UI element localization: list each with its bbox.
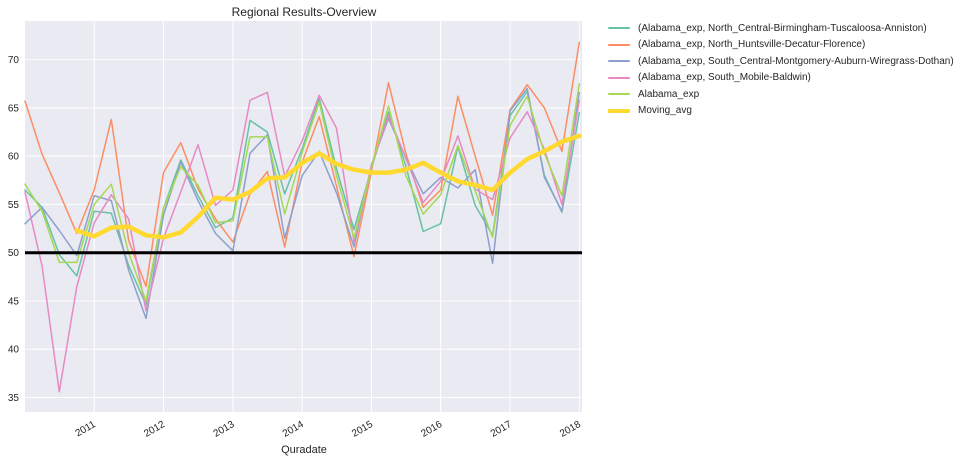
legend-item-4: (Alabama_exp, South_Mobile-Baldwin)	[608, 70, 963, 87]
grid-lines	[25, 21, 582, 412]
x-tick-label: 2013	[212, 419, 237, 440]
x-tick-label: 2016	[419, 419, 444, 440]
y-tick-label: 65	[8, 103, 20, 114]
x-tick-label: 2011	[74, 419, 99, 439]
legend-swatch	[608, 93, 630, 96]
plot-area	[25, 21, 582, 412]
y-tick-labels: 35 40 45 50 55 60 65 70	[8, 55, 20, 404]
legend-item-5: Alabama_exp	[608, 86, 963, 103]
x-tick-label: 2018	[558, 419, 583, 440]
series-line-1	[24, 90, 581, 306]
y-tick-label: 45	[8, 296, 20, 307]
legend-label: (Alabama_exp, South_Central-Montgomery-A…	[638, 55, 954, 67]
y-tick-label: 40	[8, 345, 20, 356]
legend-item-6: Moving_avg	[608, 103, 963, 120]
chart-legend: (Alabama_exp, North_Central-Birmingham-T…	[608, 20, 963, 119]
legend-label: (Alabama_exp, North_Huntsville-Decatur-F…	[638, 39, 866, 51]
series-line-6	[74, 133, 582, 240]
legend-label: (Alabama_exp, North_Central-Birmingham-T…	[638, 22, 927, 34]
legend-label: Alabama_exp	[638, 88, 700, 100]
legend-swatch	[608, 27, 630, 30]
series-line-5	[24, 83, 581, 302]
y-tick-label: 70	[8, 55, 20, 66]
series-line-4	[24, 91, 581, 393]
legend-swatch	[608, 108, 630, 113]
y-tick-label: 55	[8, 200, 20, 211]
legend-item-3: (Alabama_exp, South_Central-Montgomery-A…	[608, 53, 963, 70]
x-tick-label: 2012	[142, 419, 167, 440]
x-tick-label: 2015	[350, 419, 375, 440]
y-tick-label: 50	[8, 248, 20, 259]
y-tick-label: 60	[8, 152, 20, 163]
legend-swatch	[608, 60, 630, 63]
legend-item-1: (Alabama_exp, North_Central-Birmingham-T…	[608, 20, 963, 37]
legend-item-2: (Alabama_exp, North_Huntsville-Decatur-F…	[608, 37, 963, 54]
legend-label: Moving_avg	[638, 105, 692, 117]
y-tick-label: 35	[8, 393, 20, 404]
x-axis-label: Quradate	[281, 444, 327, 456]
chart-title: Regional Results-Overview	[232, 5, 377, 19]
legend-swatch	[608, 76, 630, 79]
x-tick-label: 2014	[281, 419, 306, 440]
legend-swatch	[608, 43, 630, 46]
series-lines	[24, 41, 582, 393]
x-tick-label: 2017	[489, 419, 514, 440]
series-line-3	[24, 87, 581, 320]
x-tick-labels: 2011 2012 2013 2014 2015 2016 2017 2018	[74, 419, 584, 440]
legend-label: (Alabama_exp, South_Mobile-Baldwin)	[638, 72, 811, 84]
